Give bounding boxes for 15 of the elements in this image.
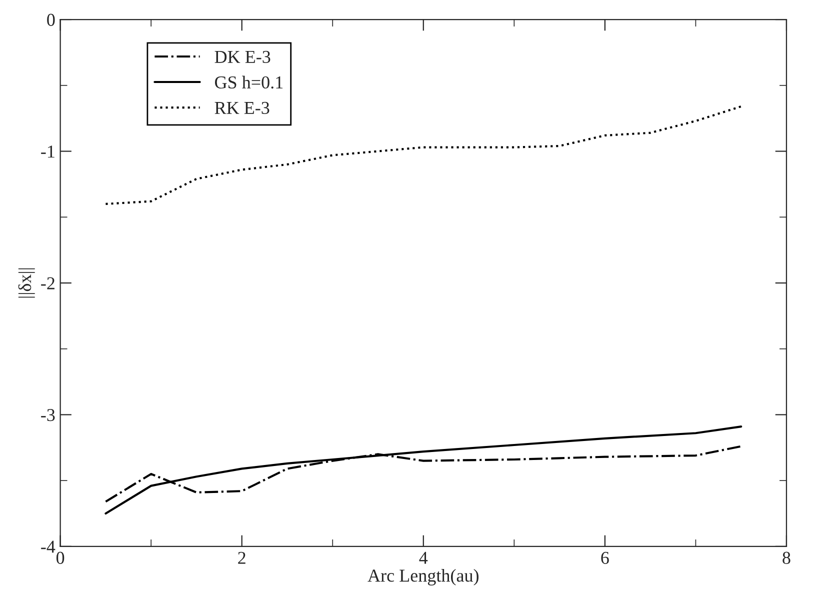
y-tick-label: -1 [41,146,54,158]
x-tick-label: 4 [419,552,428,564]
x-tick-label: 8 [782,552,790,564]
y-axis-title: ||δx|| [18,268,35,298]
y-tick-label: -2 [41,277,54,290]
x-tick-label: 6 [601,552,609,564]
x-tick-label: 2 [238,552,246,564]
legend-label: GS h=0.1 [214,76,283,89]
y-tick-label: -3 [41,409,55,422]
x-axis-title: Arc Length(au) [368,569,478,586]
y-tick-label: -4 [41,540,56,553]
x-tick-label: 0 [56,552,64,564]
legend-label: DK E-3 [214,50,270,63]
legend-label: RK E-3 [214,102,270,114]
y-tick-label: 0 [47,14,55,26]
